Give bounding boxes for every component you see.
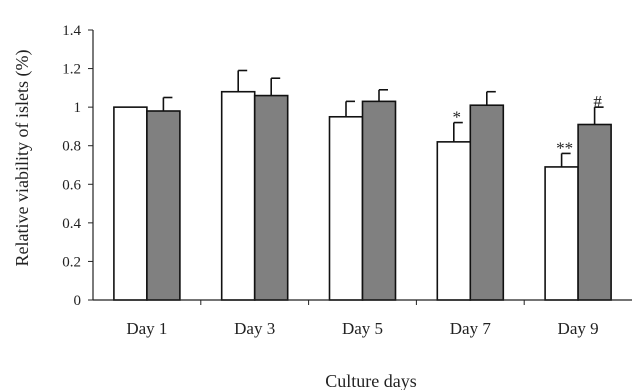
x-category-label: Day 7 xyxy=(450,319,492,338)
x-category-label: Day 3 xyxy=(234,319,275,338)
y-tick-label: 1.4 xyxy=(62,23,81,39)
bar-series-1 xyxy=(220,90,256,301)
bar-series-1 xyxy=(328,115,364,301)
x-category-label: Day 5 xyxy=(342,319,383,338)
significance-annotation: # xyxy=(593,92,602,111)
y-axis-title: Relative viability of islets (%) xyxy=(12,50,33,267)
x-axis-title: Culture days xyxy=(325,371,417,390)
y-tick-label: 0.6 xyxy=(62,177,81,193)
axes-layer xyxy=(88,29,632,305)
x-category-label: Day 1 xyxy=(126,319,167,338)
significance-annotation: * xyxy=(453,108,462,127)
bar-series-2 xyxy=(577,123,612,301)
y-tick-label: 0 xyxy=(74,293,82,309)
bar-series-2 xyxy=(469,104,505,301)
y-tick-label: 0.4 xyxy=(62,216,81,232)
labels-layer: 0 0.2 0.4 0.6 0.8 1 1.2 1.4 Day 1 Day 3 Day 5 Day 7… xyxy=(62,23,602,338)
bar-series-1 xyxy=(113,106,148,301)
y-tick-label: 0.8 xyxy=(62,139,81,155)
significance-annotation: ** xyxy=(556,138,573,157)
bar-series-1 xyxy=(436,141,472,301)
y-tick-label: 0.2 xyxy=(62,254,81,270)
error-bars-layer xyxy=(162,69,604,167)
y-tick-label: 1 xyxy=(74,100,82,116)
bar-series-2 xyxy=(146,110,181,301)
bars-layer xyxy=(113,90,612,301)
x-category-label: Day 9 xyxy=(558,319,599,338)
bar-series-2 xyxy=(361,100,397,301)
y-tick-label: 1.2 xyxy=(62,62,81,78)
bar-series-1 xyxy=(544,166,579,301)
bar-series-2 xyxy=(253,94,289,301)
